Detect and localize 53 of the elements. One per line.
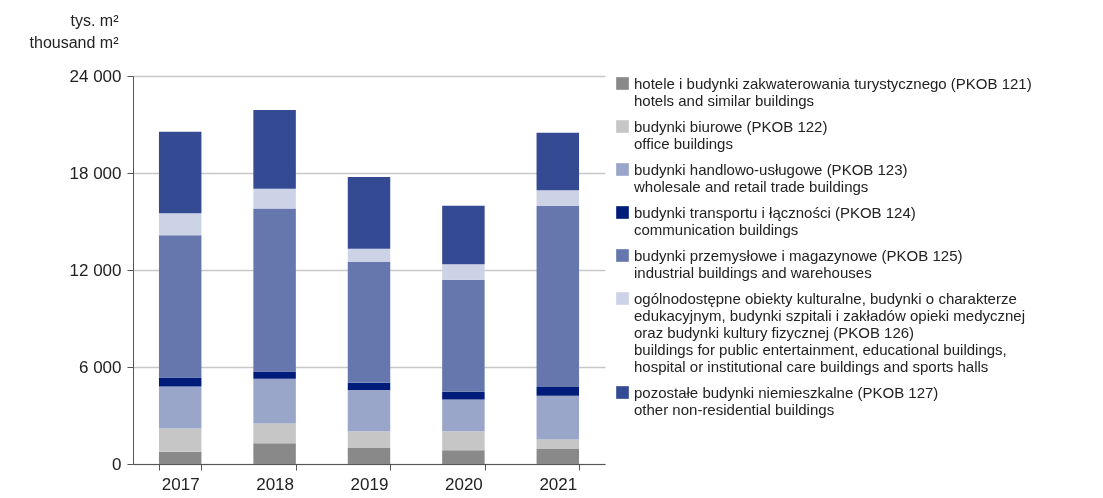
- y-axis-title: tys. m² thousand m²: [29, 11, 120, 51]
- y-tick-label: 12 000: [69, 260, 122, 280]
- y-tick-label: 18 000: [69, 163, 122, 183]
- legend-label: budynki transportu i łączności (PKOB 124) communication buildings: [634, 203, 916, 238]
- bar: [442, 264, 485, 280]
- x-tick-label: 2017: [161, 474, 200, 494]
- bar: [442, 279, 485, 392]
- bar: [347, 248, 391, 263]
- bar: [347, 389, 391, 432]
- bar: [442, 450, 485, 464]
- bar: [253, 371, 296, 379]
- legend-label: budynki biurowe (PKOB 122) office buildings: [634, 117, 828, 152]
- x-tick-label: 2021: [539, 474, 578, 494]
- legend-label: budynki przemysłowe i magazynowe (PKOB 125) industrial buildings and warehouses: [634, 246, 963, 281]
- bar: [158, 213, 202, 236]
- bar: [442, 399, 485, 432]
- y-tick-label: 24 000: [69, 66, 122, 86]
- bar: [536, 387, 580, 396]
- bar: [442, 205, 485, 265]
- bar: [536, 205, 580, 388]
- bar: [347, 176, 391, 249]
- bar: [158, 451, 202, 464]
- bar: [442, 431, 485, 451]
- y-tick-label: 0: [112, 454, 122, 474]
- bar: [347, 262, 391, 383]
- bar: [253, 423, 296, 444]
- bar: [253, 188, 296, 209]
- bar: [253, 110, 296, 189]
- bar: [158, 235, 202, 378]
- bar: [158, 131, 202, 214]
- bar: [347, 431, 391, 448]
- bar: [536, 439, 580, 449]
- bar: [536, 132, 580, 191]
- legend-label: budynki handlowo-usługowe (PKOB 123) wholesale and retail trade buildings: [633, 160, 908, 195]
- bar: [158, 428, 202, 452]
- legend-label: pozostałe budynki niemieszkalne (PKOB 127) other non-residential buildings: [634, 383, 939, 418]
- bar: [536, 395, 580, 440]
- y-tick-label: 6 000: [78, 357, 122, 377]
- bar: [347, 382, 391, 390]
- x-tick-label: 2019: [350, 474, 389, 494]
- x-tick-label: 2018: [256, 474, 295, 494]
- bar: [158, 377, 202, 387]
- bar: [347, 448, 391, 464]
- bar: [536, 448, 580, 464]
- bar: [442, 391, 485, 400]
- legend-label: hotele i budynki zakwaterowania turystycznego (PKOB 121) hotels and similar buildings: [634, 74, 1032, 109]
- bar: [536, 190, 580, 206]
- bar: [253, 208, 296, 372]
- bar: [158, 386, 202, 429]
- bar: [253, 443, 296, 464]
- x-tick-label: 2020: [444, 474, 483, 494]
- bar: [253, 378, 296, 424]
- legend-label: ogólnodostępne obiekty kulturalne, budynki o charakterze edukacyjnym, budynki szpitali i zakładów opieki medycznej oraz budynki kultury fizycznej (PKOB 126) buildings for public entertainment, educational buildings, hospital or institutional care buildings and sports halls: [634, 289, 1026, 375]
